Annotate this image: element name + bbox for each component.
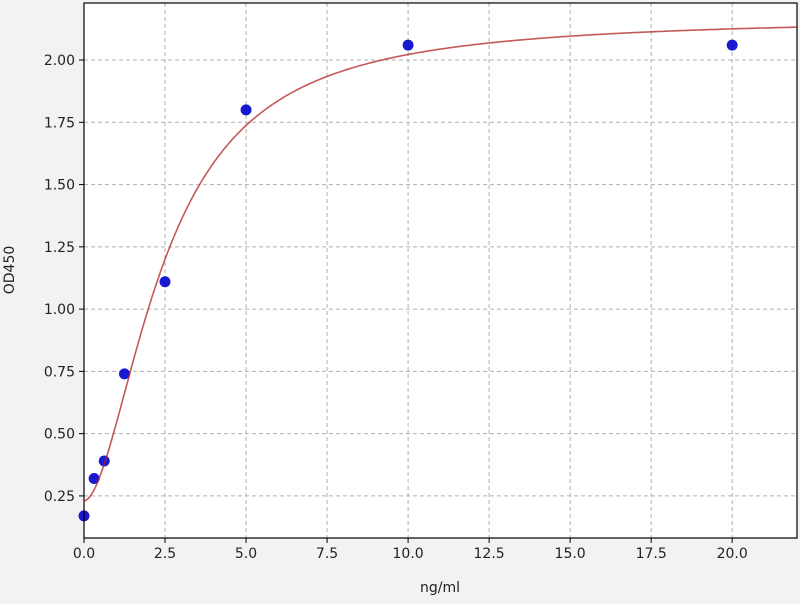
y-tick-label: 1.75 <box>44 115 75 131</box>
fit-curve-group <box>83 26 798 502</box>
y-tick-label: 1.50 <box>44 178 75 194</box>
x-tick-label: 7.5 <box>316 546 338 562</box>
data-point <box>240 104 252 116</box>
x-tick-label: 5.0 <box>235 546 257 562</box>
data-points <box>78 39 738 522</box>
y-axis-label: OD450 <box>2 246 18 295</box>
x-tick-label: 20.0 <box>717 546 748 562</box>
x-axis-label: ng/ml <box>420 580 460 596</box>
y-tick-label: 0.75 <box>44 364 75 380</box>
plot-frame <box>83 2 798 539</box>
y-tick-label: 1.00 <box>44 302 75 318</box>
data-point <box>159 276 171 288</box>
x-tick-label: 12.5 <box>474 546 505 562</box>
plot-area <box>84 3 797 538</box>
data-point <box>726 39 738 51</box>
x-tick-label: 0.0 <box>73 546 95 562</box>
data-point <box>98 455 110 467</box>
data-point <box>88 472 100 484</box>
data-point <box>402 39 414 51</box>
y-tick-label: 0.50 <box>44 427 75 443</box>
x-tick-label: 15.0 <box>555 546 586 562</box>
x-tick-label: 10.0 <box>393 546 424 562</box>
y-tick-label: 0.25 <box>44 489 75 505</box>
x-tick-label: 17.5 <box>636 546 667 562</box>
x-tick-label: 2.5 <box>154 546 176 562</box>
data-point <box>119 368 131 380</box>
y-tick-label: 2.00 <box>44 53 75 69</box>
y-tick-label: 1.25 <box>44 240 75 256</box>
axes: 0.0 2.5 5.0 7.5 10.0 12.5 15.0 17.5 20.0 0.25 0.50… <box>44 2 798 562</box>
fit-curve <box>83 26 798 502</box>
